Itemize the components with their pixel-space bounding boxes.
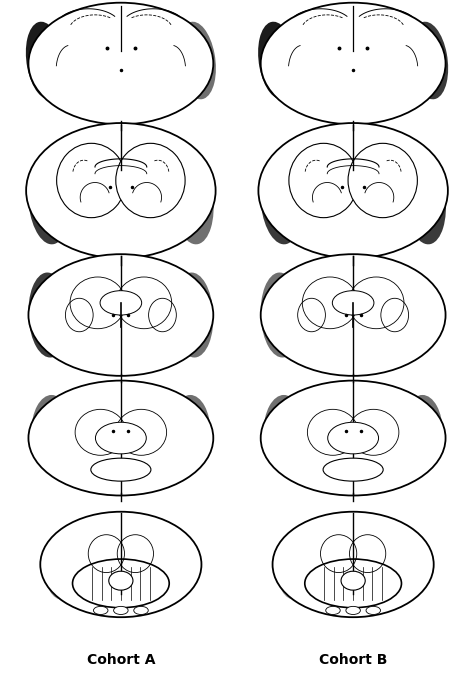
Ellipse shape [40,512,201,617]
Ellipse shape [258,22,297,99]
Ellipse shape [277,535,313,600]
Ellipse shape [261,381,446,496]
Ellipse shape [91,458,151,481]
Ellipse shape [260,158,302,244]
Ellipse shape [341,571,365,590]
Ellipse shape [134,606,148,614]
Ellipse shape [28,381,213,496]
Ellipse shape [404,158,446,244]
Ellipse shape [28,158,70,244]
Ellipse shape [28,254,213,376]
Ellipse shape [28,3,213,124]
Text: Cohort B: Cohort B [319,652,387,667]
Ellipse shape [326,606,340,614]
Ellipse shape [172,158,214,244]
Ellipse shape [26,123,216,258]
Ellipse shape [170,395,210,470]
Ellipse shape [26,22,64,99]
Ellipse shape [45,535,81,600]
Ellipse shape [31,395,72,470]
Ellipse shape [328,422,379,454]
Ellipse shape [402,395,443,470]
Ellipse shape [261,272,301,358]
Ellipse shape [173,272,213,358]
Ellipse shape [323,458,383,481]
Ellipse shape [305,559,401,608]
Ellipse shape [28,272,69,358]
Ellipse shape [109,571,133,590]
Ellipse shape [332,291,374,315]
Ellipse shape [95,422,146,454]
Ellipse shape [116,143,185,218]
Ellipse shape [273,512,434,617]
Ellipse shape [100,291,142,315]
Ellipse shape [73,559,169,608]
Ellipse shape [346,606,360,614]
Ellipse shape [258,123,448,258]
Ellipse shape [366,606,381,614]
Ellipse shape [264,395,304,470]
Ellipse shape [410,22,448,99]
Ellipse shape [56,143,126,218]
Ellipse shape [161,535,197,600]
Ellipse shape [348,143,418,218]
Ellipse shape [177,22,216,99]
Text: Cohort A: Cohort A [87,652,155,667]
Ellipse shape [261,254,446,376]
Ellipse shape [114,606,128,614]
Ellipse shape [289,143,358,218]
Ellipse shape [393,535,429,600]
Ellipse shape [261,3,446,124]
Ellipse shape [93,606,108,614]
